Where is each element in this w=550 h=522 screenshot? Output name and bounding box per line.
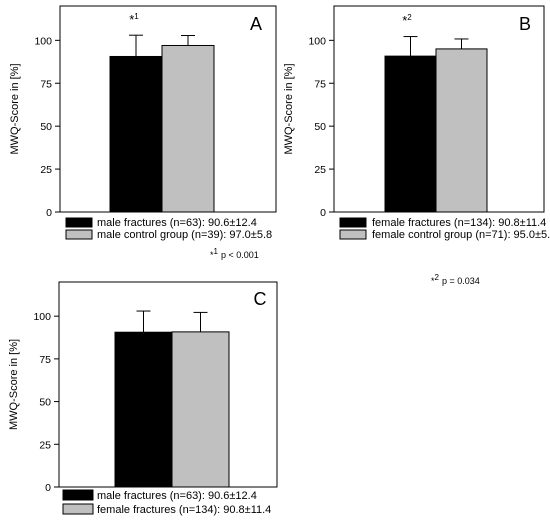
y-tick-label: 50 [314, 121, 326, 133]
p-value-superscript: 2 [435, 273, 440, 282]
y-tick-label: 100 [34, 35, 52, 47]
y-tick-label: 75 [40, 78, 52, 90]
y-tick-label: 0 [320, 207, 326, 219]
significance-marker: *2 [402, 13, 412, 28]
significance-star: * [402, 13, 407, 28]
y-tick-label: 25 [314, 164, 326, 176]
panel-letter: C [254, 289, 267, 309]
legend-label: male fractures (n=63): 90.6±12.4 [97, 217, 257, 229]
p-value-note: *1 p < 0.001 [210, 247, 259, 260]
bar-comparison [435, 48, 488, 213]
legend-swatch [62, 489, 94, 501]
p-value-text: p = 0.034 [442, 276, 480, 286]
legend-label: female fractures (n=134): 90.8±11.4 [97, 504, 271, 516]
legend-swatch [62, 503, 94, 515]
y-tick-label: 100 [33, 311, 51, 323]
bar-fractures [384, 55, 437, 213]
y-tick-label: 25 [40, 164, 52, 176]
p-value-text: p < 0.001 [221, 250, 259, 260]
legend-label: male control group (n=39): 97.0±5.8 [97, 229, 272, 241]
y-tick-label: 0 [46, 207, 52, 219]
bar-comparison [161, 44, 215, 213]
legend-label: female control group (n=71): 95.0±5.8 [372, 229, 550, 241]
legend-label: female fractures (n=134): 90.8±11.4 [372, 217, 546, 229]
significance-superscript: 1 [134, 12, 139, 21]
legend-swatch [65, 229, 93, 240]
y-tick-label: 0 [45, 482, 51, 494]
panel-letter: A [250, 14, 262, 34]
y-axis-label: MWQ-Score in [%] [8, 339, 20, 430]
y-tick-label: 25 [39, 439, 51, 451]
bar-fractures [114, 331, 173, 488]
p-value-star: * [210, 250, 214, 260]
significance-marker: *1 [129, 12, 139, 27]
bar-comparison [171, 331, 230, 488]
p-value-superscript: 1 [214, 247, 219, 256]
panel-letter: B [519, 14, 531, 34]
p-value-note: *2 p = 0.034 [431, 273, 480, 286]
significance-star: * [129, 12, 134, 27]
legend-swatch [65, 217, 93, 228]
y-axis-label: MWQ-Score in [%] [283, 63, 295, 154]
y-tick-label: 50 [39, 397, 51, 409]
y-tick-label: 75 [39, 354, 51, 366]
y-tick-label: 75 [314, 78, 326, 90]
legend-label: male fractures (n=63): 90.6±12.4 [97, 490, 257, 502]
legend-swatch [339, 229, 367, 240]
y-tick-label: 50 [40, 121, 52, 133]
p-value-star: * [431, 276, 435, 286]
legend-swatch [339, 217, 367, 228]
y-axis-label: MWQ-Score in [%] [9, 63, 21, 154]
significance-superscript: 2 [407, 13, 412, 22]
y-tick-label: 100 [308, 35, 326, 47]
bar-fractures [109, 55, 163, 213]
